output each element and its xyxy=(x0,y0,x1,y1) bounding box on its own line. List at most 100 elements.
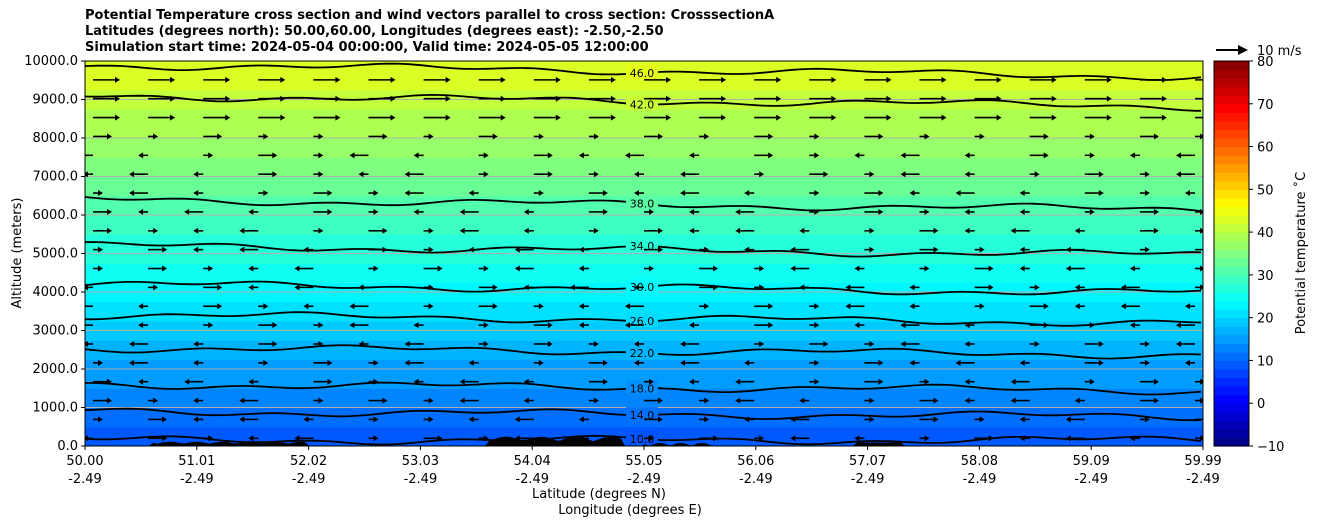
x-tick-label-lat: 51.01 xyxy=(178,454,215,469)
wind-vector xyxy=(809,114,837,121)
wind-vector xyxy=(193,246,204,253)
wind-vector xyxy=(754,76,782,83)
wind-vector xyxy=(754,265,765,272)
temperature-band xyxy=(85,157,1203,168)
wind-vector xyxy=(588,340,599,347)
contour-label: 38.0 xyxy=(630,198,655,211)
wind-vector xyxy=(634,284,644,291)
wind-vector xyxy=(85,154,93,157)
wind-vector xyxy=(478,133,498,140)
temperature-band xyxy=(85,186,1203,197)
wind-vector xyxy=(588,378,608,385)
y-tick-label: 3000.0 xyxy=(33,324,79,339)
wind-vector xyxy=(313,397,324,404)
wind-vector xyxy=(258,303,269,310)
wind-vector xyxy=(313,95,341,102)
wind-vector xyxy=(203,152,214,159)
wind-vector xyxy=(533,133,544,140)
wind-vector xyxy=(93,190,103,197)
colorbar-frame xyxy=(1213,60,1250,447)
wind-vector xyxy=(478,76,506,83)
wind-vector xyxy=(313,359,333,366)
colorbar-segment xyxy=(1214,369,1249,379)
wind-vector xyxy=(919,378,930,385)
wind-vector xyxy=(1084,114,1112,121)
x-tick-label-lon: -2.49 xyxy=(627,472,661,487)
wind-vector xyxy=(974,114,1002,121)
wind-vector xyxy=(1139,208,1159,215)
colorbar-segment xyxy=(1214,112,1249,122)
wind-vector xyxy=(909,303,920,310)
colorbar-segment xyxy=(1214,351,1249,362)
wind-vector xyxy=(85,435,93,442)
wind-vector xyxy=(478,435,489,442)
chart-title-line-2: Latitudes (degrees north): 50.00,60.00, … xyxy=(85,24,664,39)
wind-vector xyxy=(1029,95,1057,102)
wind-vector xyxy=(919,208,930,215)
wind-vector xyxy=(203,95,231,102)
wind-vector xyxy=(1195,435,1203,442)
wind-vector xyxy=(413,378,424,385)
wind-vector xyxy=(588,227,599,234)
wind-vector xyxy=(864,397,875,404)
wind-vector xyxy=(588,190,608,197)
wind-vector xyxy=(533,95,561,102)
wind-vector xyxy=(919,397,939,404)
wind-vector xyxy=(1139,114,1167,121)
wind-vector xyxy=(478,171,489,178)
wind-vector xyxy=(1185,190,1195,197)
wind-vector xyxy=(1074,397,1085,404)
wind-vector xyxy=(864,114,892,121)
colorbar-segment xyxy=(1214,292,1249,302)
wind-vector xyxy=(193,340,204,347)
wind-vector xyxy=(790,435,810,442)
wind-vector xyxy=(148,435,168,442)
wind-vector xyxy=(790,246,810,253)
wind-vector xyxy=(578,265,589,272)
wind-vector xyxy=(349,303,369,310)
wind-vector xyxy=(294,435,314,442)
wind-vector xyxy=(974,303,985,310)
wind-vector xyxy=(93,76,120,83)
wind-vector xyxy=(1195,133,1203,140)
wind-vector xyxy=(313,227,324,234)
wind-vector xyxy=(258,114,286,121)
wind-vector xyxy=(1195,378,1203,385)
wind-vector xyxy=(303,303,314,310)
wind-vector xyxy=(864,246,875,253)
wind-vector xyxy=(578,246,589,253)
colorbar-segment xyxy=(1214,326,1249,336)
wind-vector xyxy=(754,284,765,291)
y-tick-label: 2000.0 xyxy=(33,362,79,377)
colorbar-tick-label: −10 xyxy=(1257,440,1284,455)
wind-vector xyxy=(423,227,434,234)
wind-vector xyxy=(919,435,930,442)
wind-vector xyxy=(248,435,259,442)
wind-vector xyxy=(644,114,671,121)
wind-vector xyxy=(578,435,589,442)
colorbar-tick-label: 30 xyxy=(1257,269,1274,284)
wind-vector xyxy=(1065,246,1085,253)
wind-vector xyxy=(588,397,599,404)
wind-vector xyxy=(809,171,829,178)
wind-vector xyxy=(864,227,875,234)
wind-vector xyxy=(193,227,204,234)
wind-vector xyxy=(1084,322,1095,329)
contour-label-bg xyxy=(626,238,658,253)
wind-vector xyxy=(368,76,396,83)
colorbar-tick-label: 20 xyxy=(1257,312,1274,327)
wind-vector xyxy=(845,284,865,291)
wind-vector xyxy=(523,227,534,234)
temperature-band xyxy=(85,330,1203,341)
wind-vector xyxy=(129,171,149,178)
wind-vector xyxy=(964,227,975,234)
temperature-band xyxy=(85,166,1203,178)
wind-vector xyxy=(1176,152,1195,159)
colorbar-segment xyxy=(1214,69,1249,79)
wind-vector xyxy=(258,171,278,178)
wind-vector xyxy=(368,227,388,234)
wind-vector xyxy=(754,303,774,310)
colorbar-tick-label: 50 xyxy=(1257,183,1274,198)
x-tick-label-lon: -2.49 xyxy=(515,472,549,487)
wind-vector xyxy=(790,265,810,272)
